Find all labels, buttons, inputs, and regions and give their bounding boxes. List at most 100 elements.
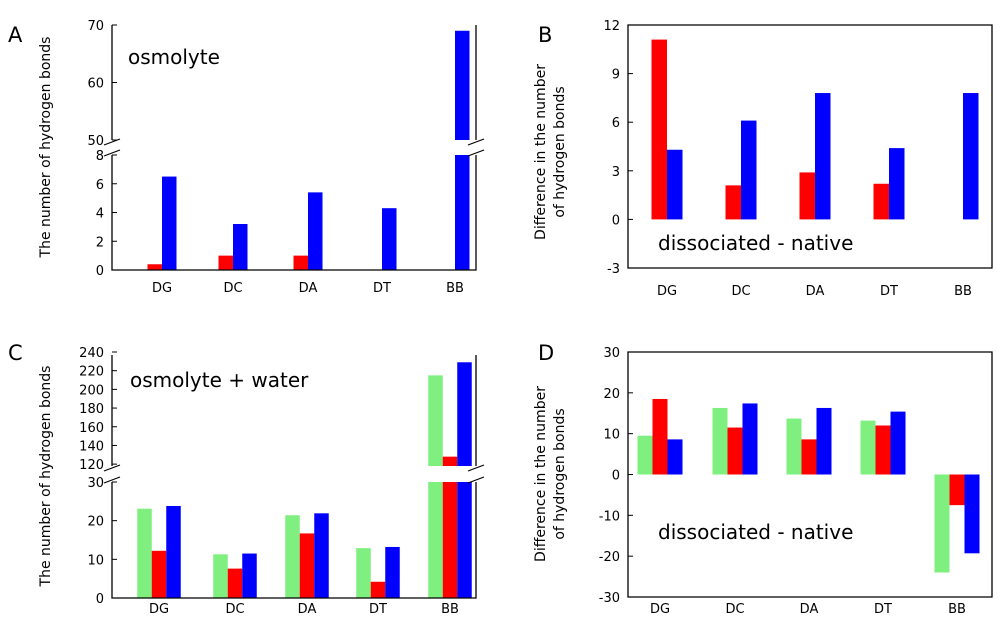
panel-d-bar-dc-blue: [742, 403, 758, 475]
panel-b-bar-dt-red: [873, 183, 889, 220]
panel-c-bar-da-green: [285, 515, 300, 598]
panel-d-bar-dg-red: [652, 398, 668, 475]
panel-d-bar-da-red: [801, 439, 817, 475]
panel-b-category-label: DT: [880, 284, 898, 299]
panel-c-bar-bb-blue: [457, 482, 472, 598]
panel-a-bar-dg-blue: [162, 176, 177, 270]
panel-c-tick-label: 160: [79, 421, 104, 436]
panel-c-bar-bb-green: [428, 482, 443, 598]
panel-a-annotation: osmolyte: [128, 45, 220, 69]
panel-c-tick-label: 120: [79, 458, 104, 473]
panel-c-bar-dt-green: [356, 548, 371, 598]
panel-c-tick-label: 140: [79, 439, 104, 454]
panel-c-tick-label: 10: [87, 553, 104, 568]
panel-a-tick-label: 2: [96, 235, 104, 250]
panel-c-tick-label: 20: [87, 515, 104, 530]
panel-a-tick-label: 8: [96, 149, 104, 164]
panel-b-tick-label: 9: [612, 68, 620, 83]
panel-b-bar-dt-blue: [889, 148, 905, 220]
panel-d-tick-label: 0: [612, 469, 620, 484]
panel-b-bar-dg-blue: [667, 149, 683, 220]
panel-d-ylabel-line2: of hydrogen bonds: [552, 408, 568, 539]
panel-c-bar-da-blue: [314, 513, 329, 598]
panel-a-tick-label: 70: [87, 19, 104, 34]
panel-a-axis-break-mark: [467, 149, 485, 157]
panel-b-category-label: BB: [954, 284, 972, 299]
panel-c-category-label: DA: [298, 602, 317, 617]
panel-c-category-label: DC: [225, 602, 244, 617]
panel-c-bar-bb-red: [442, 482, 458, 598]
panel-d-tick-label: 10: [603, 428, 620, 443]
panel-d-category-label: DG: [650, 602, 670, 617]
panel-b-ylabel-line1: Difference in the number: [533, 64, 549, 240]
panel-a-tick-label: 60: [87, 77, 104, 92]
panel-c-bar-dg-red: [151, 550, 167, 598]
panel-c-bar-bb-blue-upper: [457, 362, 472, 466]
panel-d-bar-dt-green: [860, 420, 876, 475]
panel-b-label: B: [538, 23, 552, 47]
panel-c-tick-label: 200: [79, 383, 104, 398]
panel-b-tick-label: 6: [612, 116, 620, 131]
panel-d-bar-bb-red: [949, 474, 965, 506]
panel-a-bar-da-blue: [308, 192, 323, 270]
panel-c-tick-label: 0: [96, 592, 104, 607]
panel-a-bar-bb-blue: [455, 155, 470, 270]
panel-b-axes: [627, 24, 993, 269]
panel-d-label: D: [538, 341, 554, 365]
panel-a-bar-dt-blue: [382, 208, 397, 270]
panel-b-tick-label: 3: [612, 165, 620, 180]
panel-c-bar-bb-green-upper: [428, 375, 443, 466]
panel-a-axis-break-mark: [467, 138, 485, 146]
panel-a-axis-break-mark: [103, 138, 121, 146]
panel-d-bar-dt-red: [875, 425, 891, 475]
panel-c-category-label: DT: [369, 602, 387, 617]
panel-d-category-label: BB: [948, 602, 966, 617]
panel-a-bar-dg-red: [147, 264, 162, 270]
panel-d: D dissociated - native Difference in the…: [533, 341, 993, 617]
panel-a-category-label: DA: [299, 281, 318, 296]
panel-c-category-label: BB: [441, 602, 459, 617]
panel-d-category-label: DT: [874, 602, 892, 617]
panel-c-axis-break-mark: [103, 464, 121, 472]
panel-c-tick-label: 30: [87, 476, 104, 491]
panel-d-bar-bb-blue: [964, 474, 980, 554]
panel-a-tick-label: 6: [96, 178, 104, 193]
panel-c-ylabel: The number of hydrogen bonds: [38, 366, 54, 588]
panel-b-ylabel-line2: of hydrogen bonds: [552, 86, 568, 217]
panel-d-tick-label: -10: [599, 509, 620, 524]
panel-d-bar-da-blue: [816, 407, 832, 475]
panel-a-tick-label: 4: [96, 207, 104, 222]
panel-b-category-label: DA: [806, 284, 825, 299]
panel-c-label: C: [8, 341, 23, 365]
panel-a-bar-dc-blue: [233, 224, 248, 270]
panel-a-bar-dc-red: [218, 255, 233, 270]
panel-a-label: A: [8, 23, 23, 47]
panel-b-tick-label: 0: [612, 213, 620, 228]
panel-d-annotation: dissociated - native: [658, 520, 853, 544]
panel-a-tick-label: 50: [87, 134, 104, 149]
panel-a: A osmolyte The number of hydrogen bonds …: [8, 19, 485, 296]
panel-b: B dissociated - native Difference in the…: [533, 19, 993, 299]
panel-a-tick-label: 0: [96, 264, 104, 279]
panel-a-axes: [111, 25, 477, 271]
panel-c-axis-break-mark: [467, 464, 485, 472]
panel-c-bar-dg-green: [137, 508, 152, 598]
panel-c-annotation: osmolyte + water: [130, 368, 309, 392]
panel-d-bar-dt-blue: [890, 411, 906, 475]
panel-c-axis-break-mark: [467, 476, 485, 484]
panel-c-bar-dc-green: [213, 554, 228, 598]
panel-c-bar-bb-red-upper: [442, 456, 458, 466]
panel-d-bar-dc-red: [727, 427, 743, 475]
panel-a-ylabel: The number of hydrogen bonds: [38, 37, 54, 259]
panel-d-axes: [627, 351, 993, 598]
panel-b-bar-dc-blue: [741, 120, 757, 220]
panel-c-tick-label: 220: [79, 365, 104, 380]
panel-c-bar-dt-red: [370, 581, 386, 598]
panel-b-bar-bb-blue: [963, 93, 979, 220]
panel-c-bar-dg-blue: [166, 505, 181, 598]
panel-d-category-label: DC: [725, 602, 744, 617]
panel-b-annotation: dissociated - native: [658, 231, 853, 255]
panel-b-bar-dc-red: [725, 185, 741, 220]
panel-d-bar-dg-green: [637, 435, 653, 475]
